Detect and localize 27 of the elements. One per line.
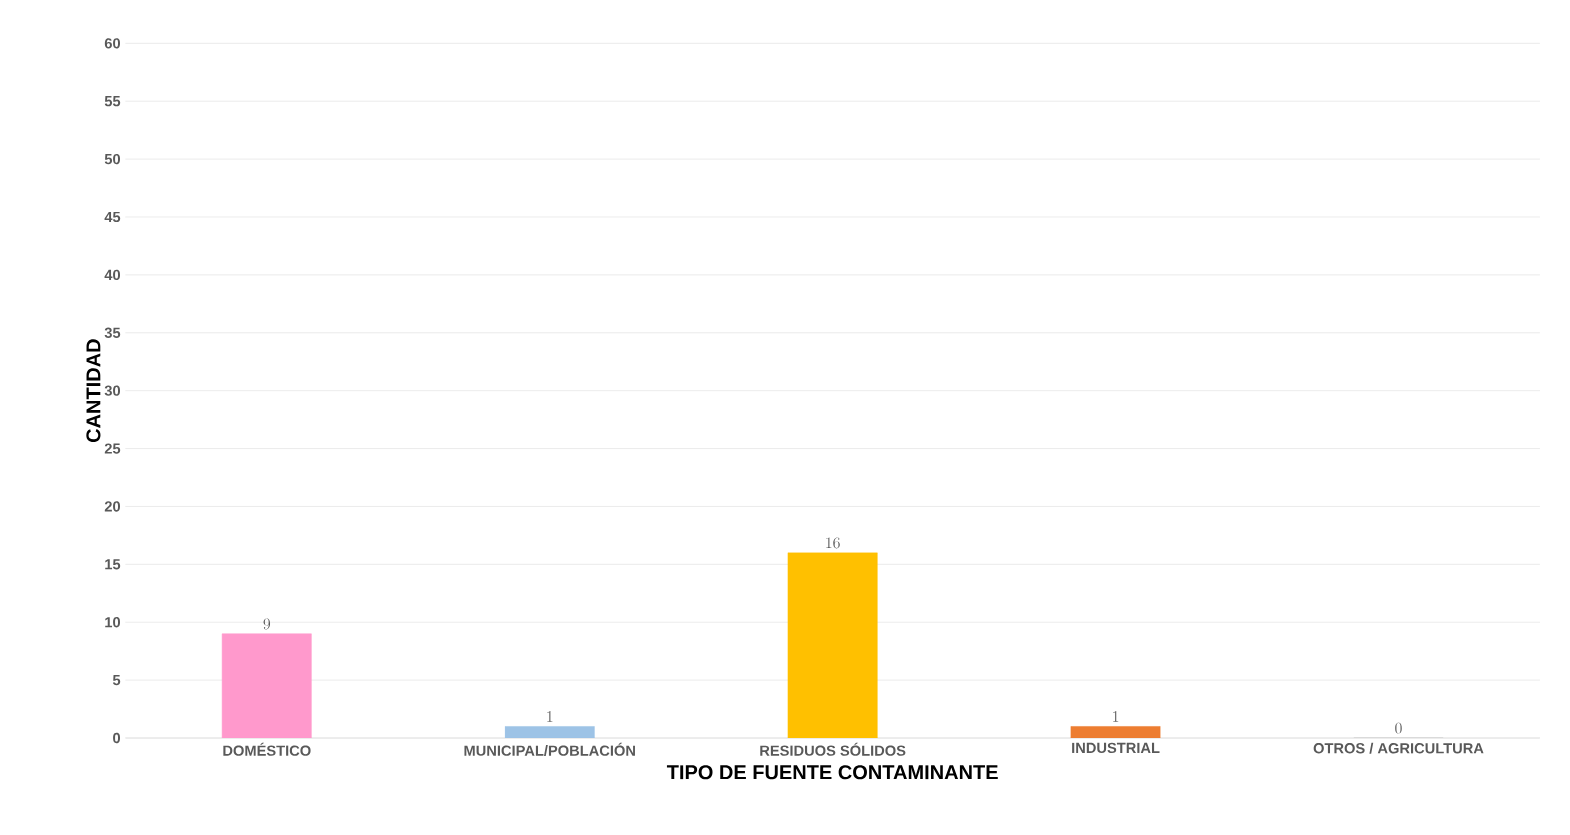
data-label: 1 (547, 711, 553, 722)
y-tick-label: 55 (104, 96, 121, 107)
y-tick-label: 35 (104, 327, 121, 338)
x-tick-label: MUNICIPAL/POBLACIÓN (464, 742, 635, 756)
x-tick-label: DOMÉSTICO (223, 742, 311, 756)
y-tick-label: 30 (104, 385, 121, 396)
bar (221, 633, 312, 738)
data-label: 1 (1113, 711, 1119, 722)
bar (504, 726, 595, 738)
y-tick-label: 10 (105, 617, 121, 628)
y-tick-label: 25 (104, 443, 121, 454)
y-tick-label: 60 (104, 38, 121, 49)
data-label: 9 (263, 618, 271, 630)
y-tick-label: 5 (112, 675, 121, 686)
y-tick-label: 40 (104, 269, 121, 281)
x-tick-label: OTROS / AGRICULTURA (1313, 742, 1484, 754)
y-tick-label: 20 (104, 501, 121, 512)
y-tick-label: 15 (105, 559, 121, 570)
x-axis-title: TIPO DE FUENTE CONTAMINANTE (666, 765, 998, 780)
y-tick-label: 45 (104, 211, 121, 223)
x-tick-label: RESIDUOS SÓLIDOS (760, 742, 906, 756)
data-label: 0 (1395, 722, 1402, 734)
y-tick-label: 50 (104, 153, 121, 165)
y-tick-label: 0 (113, 732, 121, 744)
y-axis-title: CANTIDAD (86, 339, 101, 443)
x-tick-label: INDUSTRIAL (1072, 742, 1160, 754)
data-label: 16 (826, 537, 840, 549)
